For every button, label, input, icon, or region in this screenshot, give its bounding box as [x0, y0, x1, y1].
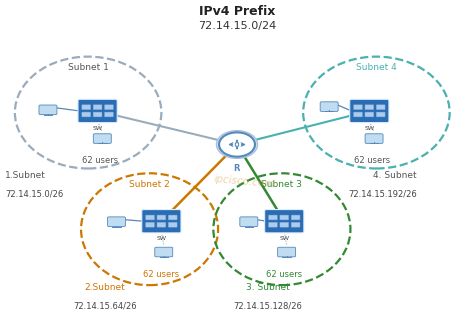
FancyBboxPatch shape [146, 222, 155, 227]
FancyBboxPatch shape [240, 217, 258, 227]
FancyBboxPatch shape [146, 215, 155, 220]
Text: Subnet 4: Subnet 4 [356, 63, 397, 72]
FancyBboxPatch shape [264, 210, 304, 233]
FancyBboxPatch shape [93, 105, 102, 109]
FancyBboxPatch shape [93, 112, 102, 117]
FancyBboxPatch shape [39, 105, 57, 115]
FancyBboxPatch shape [269, 222, 277, 227]
FancyBboxPatch shape [280, 222, 289, 227]
FancyBboxPatch shape [291, 215, 300, 220]
Circle shape [216, 131, 258, 159]
FancyBboxPatch shape [93, 134, 111, 143]
Text: SW: SW [92, 126, 102, 131]
FancyBboxPatch shape [291, 222, 300, 227]
FancyBboxPatch shape [365, 112, 374, 117]
FancyBboxPatch shape [365, 134, 383, 143]
FancyBboxPatch shape [365, 105, 374, 109]
Text: 3. Subnet: 3. Subnet [246, 282, 290, 291]
FancyBboxPatch shape [168, 222, 177, 227]
FancyBboxPatch shape [376, 105, 385, 109]
FancyBboxPatch shape [350, 99, 389, 123]
FancyBboxPatch shape [278, 247, 296, 257]
FancyBboxPatch shape [82, 105, 91, 109]
Text: 1.Subnet: 1.Subnet [5, 171, 46, 180]
FancyBboxPatch shape [105, 105, 113, 109]
FancyBboxPatch shape [354, 112, 362, 117]
Text: 2.Subnet: 2.Subnet [84, 282, 125, 291]
Circle shape [219, 132, 255, 157]
Text: 62 users: 62 users [266, 270, 302, 279]
FancyBboxPatch shape [142, 210, 181, 233]
FancyBboxPatch shape [108, 217, 126, 227]
FancyBboxPatch shape [168, 215, 177, 220]
Text: SW: SW [365, 126, 374, 131]
Text: 62 users: 62 users [82, 156, 118, 165]
FancyBboxPatch shape [157, 215, 166, 220]
Text: 72.14.15.0/24: 72.14.15.0/24 [198, 22, 276, 31]
Text: Subnet 1: Subnet 1 [68, 63, 109, 72]
Text: ipcisco.com: ipcisco.com [213, 174, 275, 189]
Text: 72.14.15.0/26: 72.14.15.0/26 [5, 190, 64, 199]
FancyBboxPatch shape [157, 222, 166, 227]
Text: 72.14.15.64/26: 72.14.15.64/26 [73, 302, 137, 311]
FancyBboxPatch shape [105, 112, 113, 117]
FancyBboxPatch shape [376, 112, 385, 117]
Text: Subnet 3: Subnet 3 [262, 180, 302, 189]
Text: Subnet 2: Subnet 2 [129, 180, 170, 189]
Text: 72.14.15.128/26: 72.14.15.128/26 [233, 302, 302, 311]
FancyBboxPatch shape [320, 102, 338, 111]
Text: IPv4 Prefix: IPv4 Prefix [199, 5, 275, 19]
Text: 62 users: 62 users [354, 156, 390, 165]
Text: 4. Subnet: 4. Subnet [373, 171, 417, 180]
Text: R: R [234, 164, 240, 173]
FancyBboxPatch shape [354, 105, 362, 109]
FancyBboxPatch shape [78, 99, 117, 123]
Text: SW: SW [279, 236, 289, 241]
Text: SW: SW [156, 236, 166, 241]
FancyBboxPatch shape [155, 247, 173, 257]
FancyBboxPatch shape [269, 215, 277, 220]
FancyBboxPatch shape [280, 215, 289, 220]
Text: 62 users: 62 users [143, 270, 180, 279]
FancyBboxPatch shape [82, 112, 91, 117]
Text: 72.14.15.192/26: 72.14.15.192/26 [348, 190, 417, 199]
